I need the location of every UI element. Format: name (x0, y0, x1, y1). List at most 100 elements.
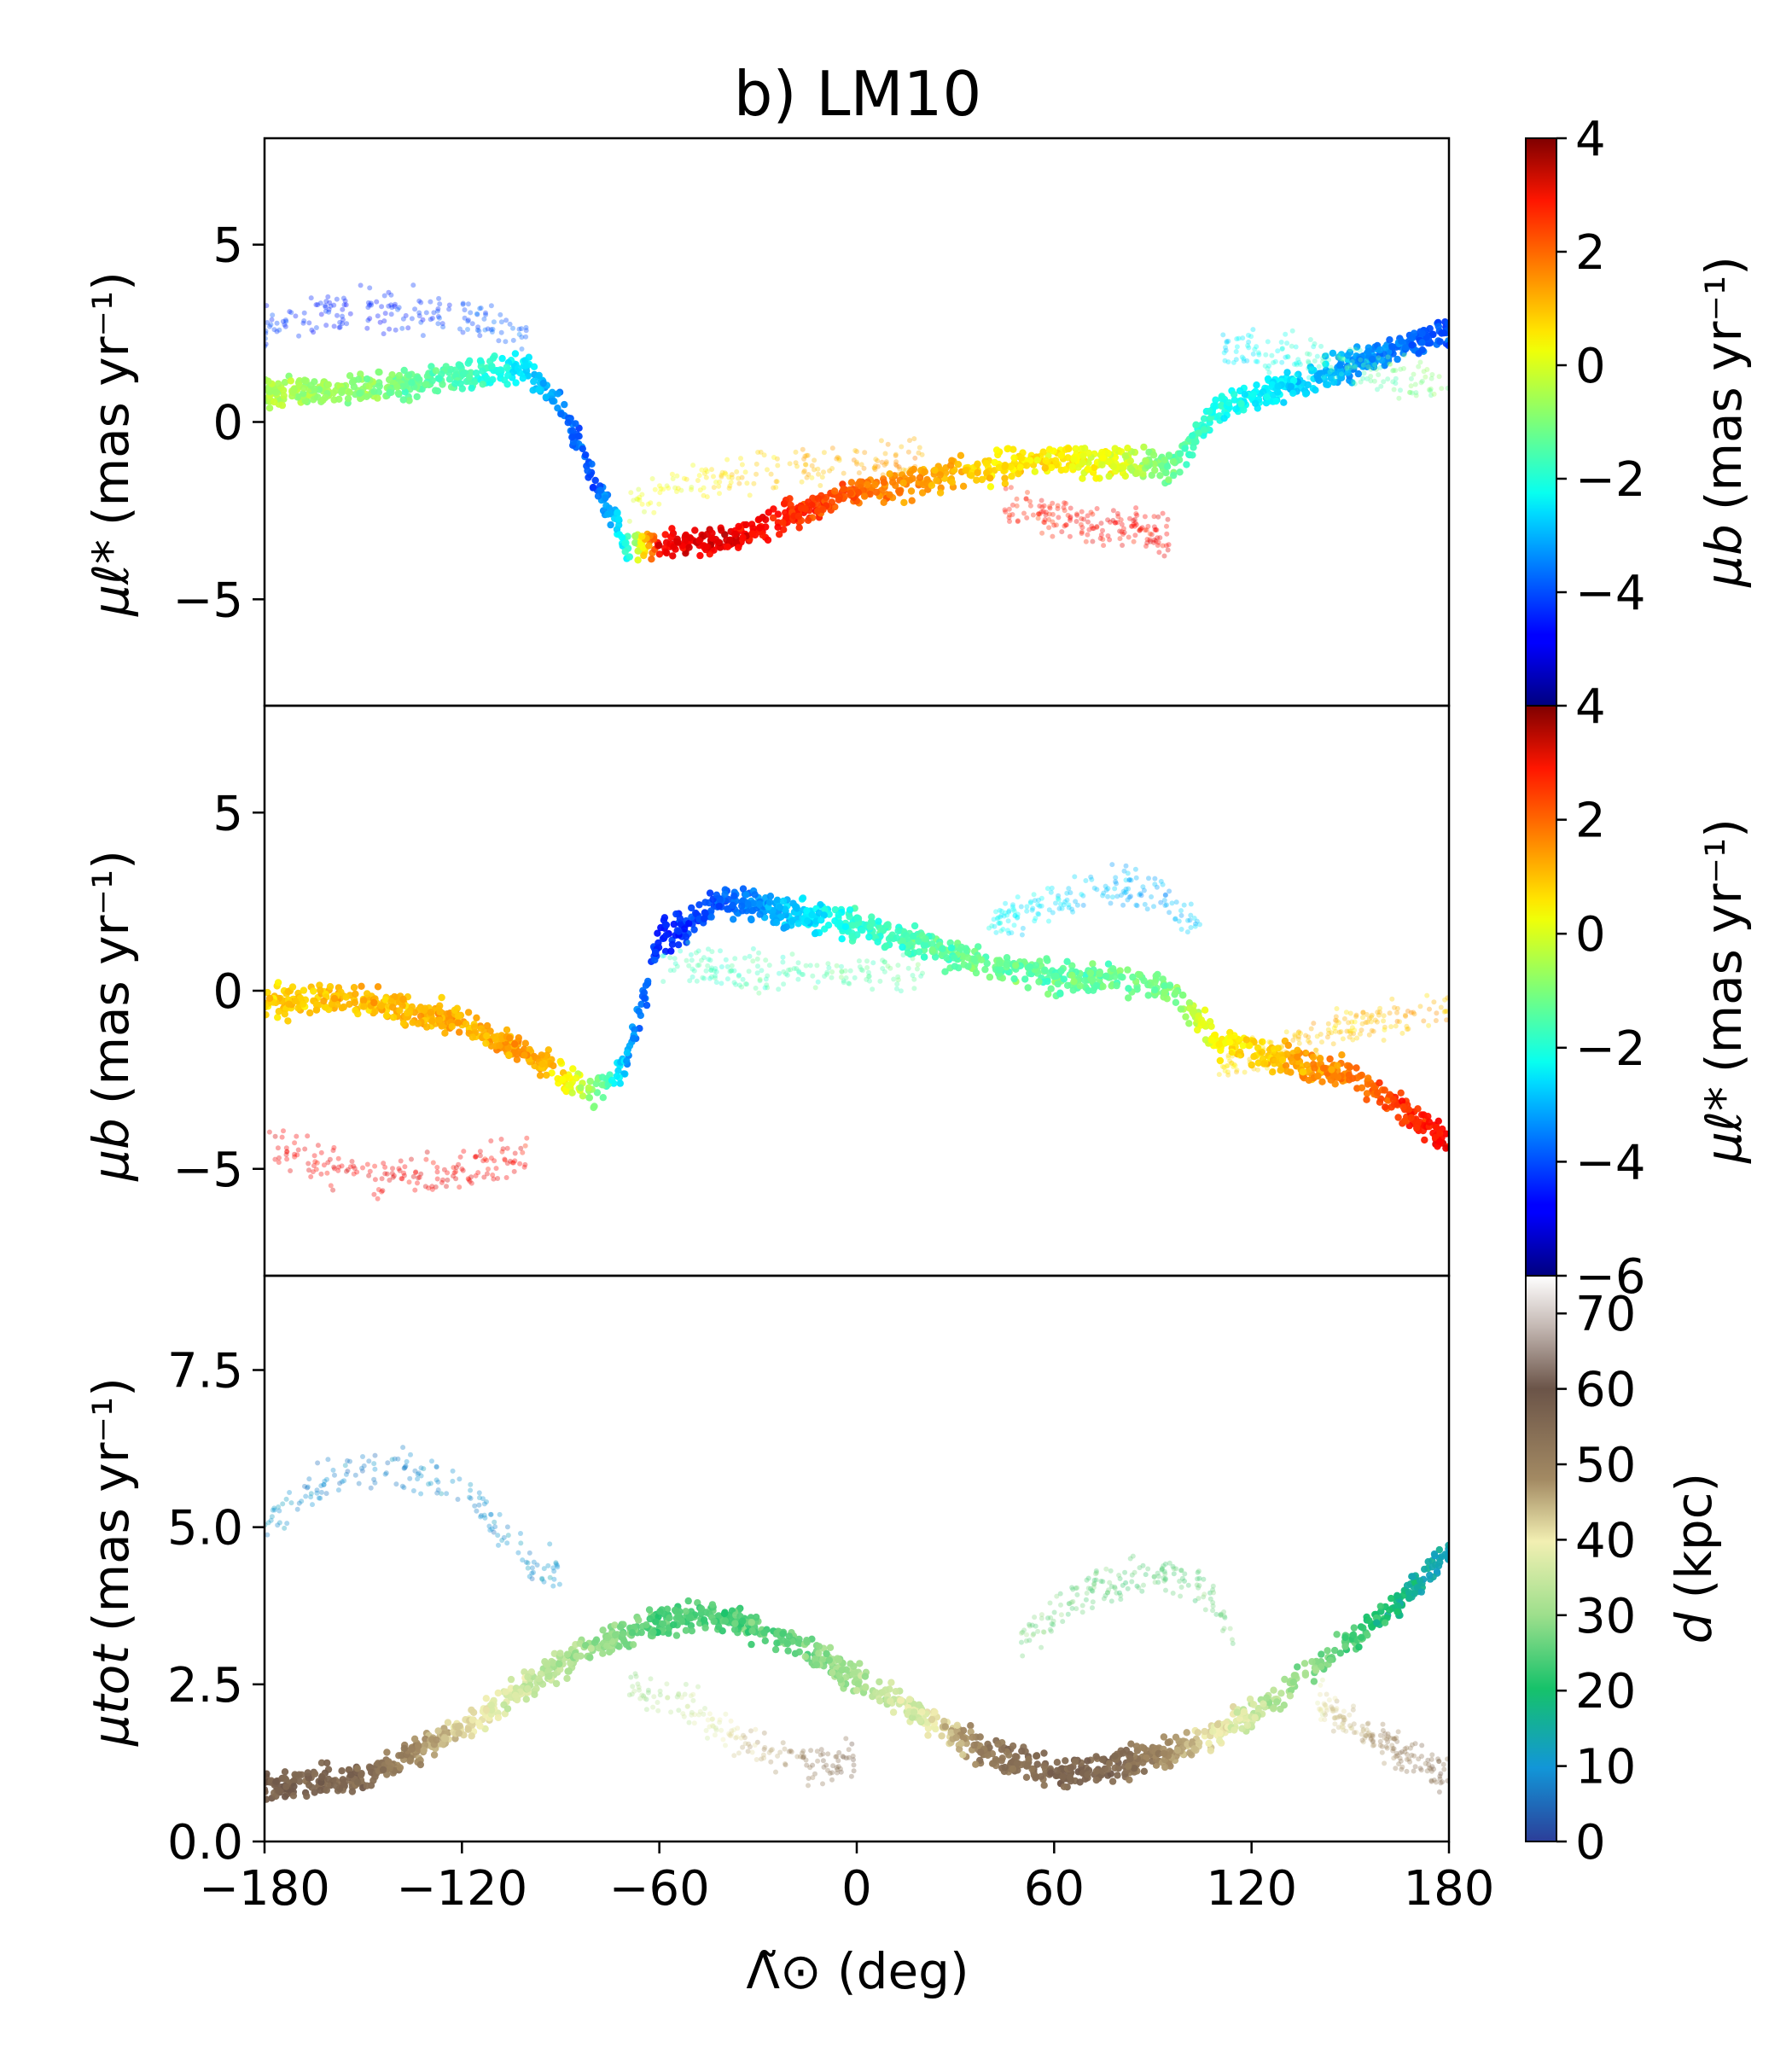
scatter-point (503, 317, 509, 323)
scatter-point (518, 1145, 524, 1151)
scatter-point (1353, 343, 1361, 351)
scatter-point (1321, 352, 1327, 358)
scatter-point (1212, 396, 1219, 404)
scatter-point (1326, 1055, 1334, 1063)
scatter-point (1046, 918, 1051, 924)
scatter-point (656, 501, 662, 507)
scatter-point (517, 1161, 523, 1167)
scatter-point (1322, 360, 1329, 368)
scatter-point (1024, 908, 1030, 914)
scatter-point (399, 382, 407, 391)
scatter-point (921, 468, 929, 476)
scatter-point (1006, 506, 1012, 512)
scatter-point (1129, 973, 1137, 981)
y-tick-label: 5 (212, 786, 243, 841)
scatter-point (460, 329, 466, 335)
scatter-point (717, 491, 722, 497)
scatter-point (1026, 457, 1034, 464)
scatter-point (435, 321, 441, 327)
scatter-point (442, 363, 450, 370)
scatter-point (1260, 1060, 1268, 1068)
scatter-point (462, 307, 468, 313)
scatter-point (420, 317, 426, 323)
scatter-point (1223, 345, 1228, 351)
scatter-point (340, 313, 345, 319)
scatter-point (680, 925, 689, 933)
scatter-point (434, 308, 440, 314)
scatter-point (1236, 1054, 1242, 1060)
scatter-point (1377, 364, 1383, 370)
scatter-point (364, 1161, 370, 1167)
scatter-point (1083, 538, 1089, 544)
scatter-point (964, 954, 972, 962)
scatter-point (440, 324, 446, 330)
scatter-point (1426, 324, 1434, 333)
scatter-point (473, 1154, 479, 1159)
scatter-point (1006, 930, 1012, 936)
scatter-point (1073, 899, 1079, 905)
scatter-point (865, 974, 871, 980)
scatter-point (1425, 1118, 1434, 1126)
scatter-point (332, 1166, 337, 1172)
scatter-point (1015, 470, 1022, 478)
scatter-point (432, 367, 440, 375)
scatter-point (1289, 389, 1297, 397)
scatter-point (1385, 376, 1391, 382)
scatter-point (847, 479, 856, 486)
scatter-point (684, 476, 689, 482)
scatter-point (1237, 399, 1245, 408)
scatter-point (701, 492, 707, 498)
scatter-point (367, 316, 373, 322)
scatter-point (351, 1163, 357, 1169)
scatter-point (1120, 902, 1126, 908)
scatter-point (1256, 1050, 1262, 1056)
scatter-point (1163, 543, 1169, 549)
scatter-point (469, 321, 475, 327)
scatter-point (722, 470, 728, 476)
scatter-point (1162, 893, 1168, 899)
scatter-point (1435, 1545, 1444, 1554)
scatter-point (512, 1150, 518, 1156)
scatter-point (585, 1084, 593, 1092)
scatter-point (872, 467, 878, 473)
scatter-point (666, 486, 672, 491)
scatter-point (1152, 527, 1158, 532)
scatter-point (1369, 1012, 1375, 1018)
scatter-point (409, 1019, 416, 1027)
scatter-point (275, 1008, 282, 1015)
scatter-point (1247, 1056, 1253, 1062)
scatter-point (911, 436, 917, 442)
scatter-point (636, 486, 642, 492)
scatter-point (701, 975, 707, 981)
scatter-point (1295, 1030, 1301, 1036)
scatter-point (1024, 904, 1030, 910)
scatter-point (1070, 909, 1076, 915)
scatter-point (1387, 361, 1393, 367)
scatter-point (959, 482, 968, 490)
scatter-point (1081, 516, 1087, 522)
scatter-point (1100, 537, 1106, 543)
scatter-point (973, 476, 980, 484)
scatter-point (1120, 888, 1126, 894)
scatter-point (1050, 973, 1058, 980)
scatter-point (1218, 401, 1225, 410)
scatter-point (1336, 1649, 1345, 1657)
scatter-point (705, 963, 711, 969)
scatter-point (382, 311, 388, 317)
scatter-point (1321, 361, 1327, 367)
scatter-point (490, 1172, 496, 1178)
scatter-point (672, 961, 678, 967)
scatter-point (311, 329, 317, 335)
scatter-point (697, 487, 703, 493)
scatter-point (461, 1149, 467, 1155)
scatter-point (340, 321, 346, 327)
scatter-point (416, 1175, 421, 1181)
scatter-point (1255, 350, 1261, 356)
scatter-point (340, 306, 346, 312)
scatter-point (1314, 353, 1320, 359)
scatter-point (265, 377, 272, 385)
scatter-point (498, 329, 504, 335)
scatter-point (1381, 1038, 1387, 1043)
scatter-point (265, 1795, 271, 1803)
scatter-point (1408, 1009, 1414, 1015)
